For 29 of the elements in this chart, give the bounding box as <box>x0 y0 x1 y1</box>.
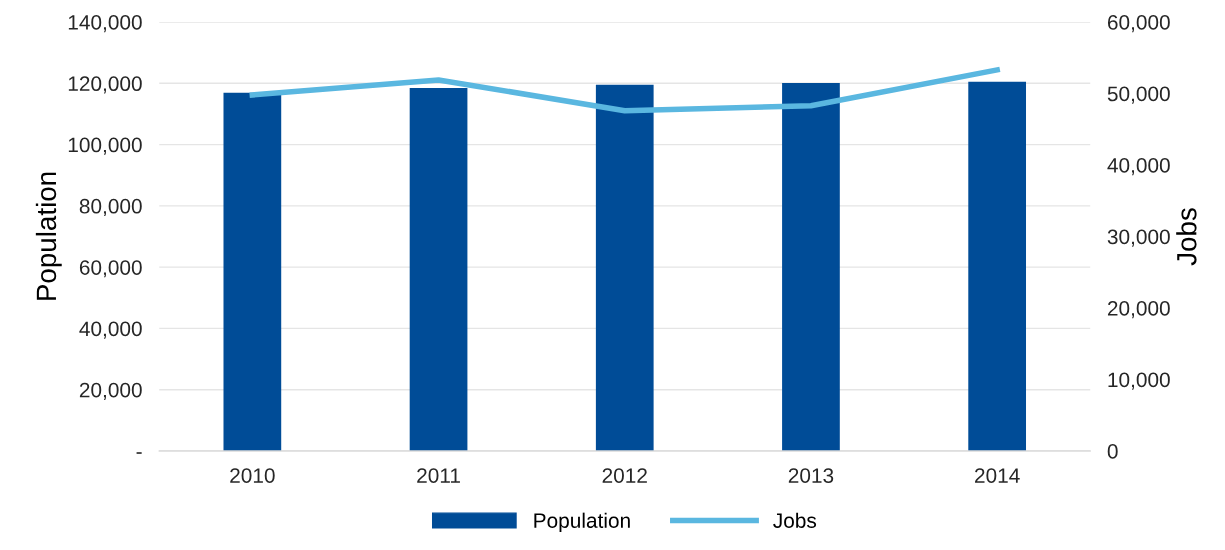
bar <box>595 84 654 451</box>
y2-tick-label: 60,000 <box>1107 15 1170 33</box>
y-axis-title: Population <box>35 172 62 300</box>
x-tick-label: 2011 <box>417 468 460 483</box>
legend-label: Jobs <box>773 512 817 528</box>
x-tick-label: 2010 <box>230 468 275 483</box>
y2-axis-title: Jobs <box>1176 208 1197 266</box>
y2-tick-label: 0 <box>1107 444 1118 459</box>
y-tick-label: 40,000 <box>79 321 142 339</box>
bar <box>223 92 282 451</box>
x-tick-label: 2012 <box>602 468 647 483</box>
bar <box>409 87 468 451</box>
y-tick-label: 20,000 <box>79 382 142 400</box>
y-tick-label: 80,000 <box>79 198 142 217</box>
y-tick-label: 100,000 <box>68 137 142 155</box>
y-tick-label: - <box>136 452 142 454</box>
legend-label: Population <box>534 512 630 533</box>
bar <box>968 81 1027 451</box>
y2-tick-label: 30,000 <box>1107 229 1170 247</box>
y2-tick-label: 40,000 <box>1107 158 1170 176</box>
bar <box>782 82 840 451</box>
x-tick-label: 2013 <box>788 468 834 483</box>
y2-tick-label: 10,000 <box>1108 372 1170 390</box>
y2-tick-label: 50,000 <box>1107 86 1170 104</box>
y2-tick-label: 20,000 <box>1107 301 1170 319</box>
x-tick-label: 2014 <box>975 468 1020 483</box>
y-tick-label: 140,000 <box>68 15 142 33</box>
y-tick-label: 60,000 <box>79 260 142 278</box>
y-tick-label: 120,000 <box>68 76 142 94</box>
